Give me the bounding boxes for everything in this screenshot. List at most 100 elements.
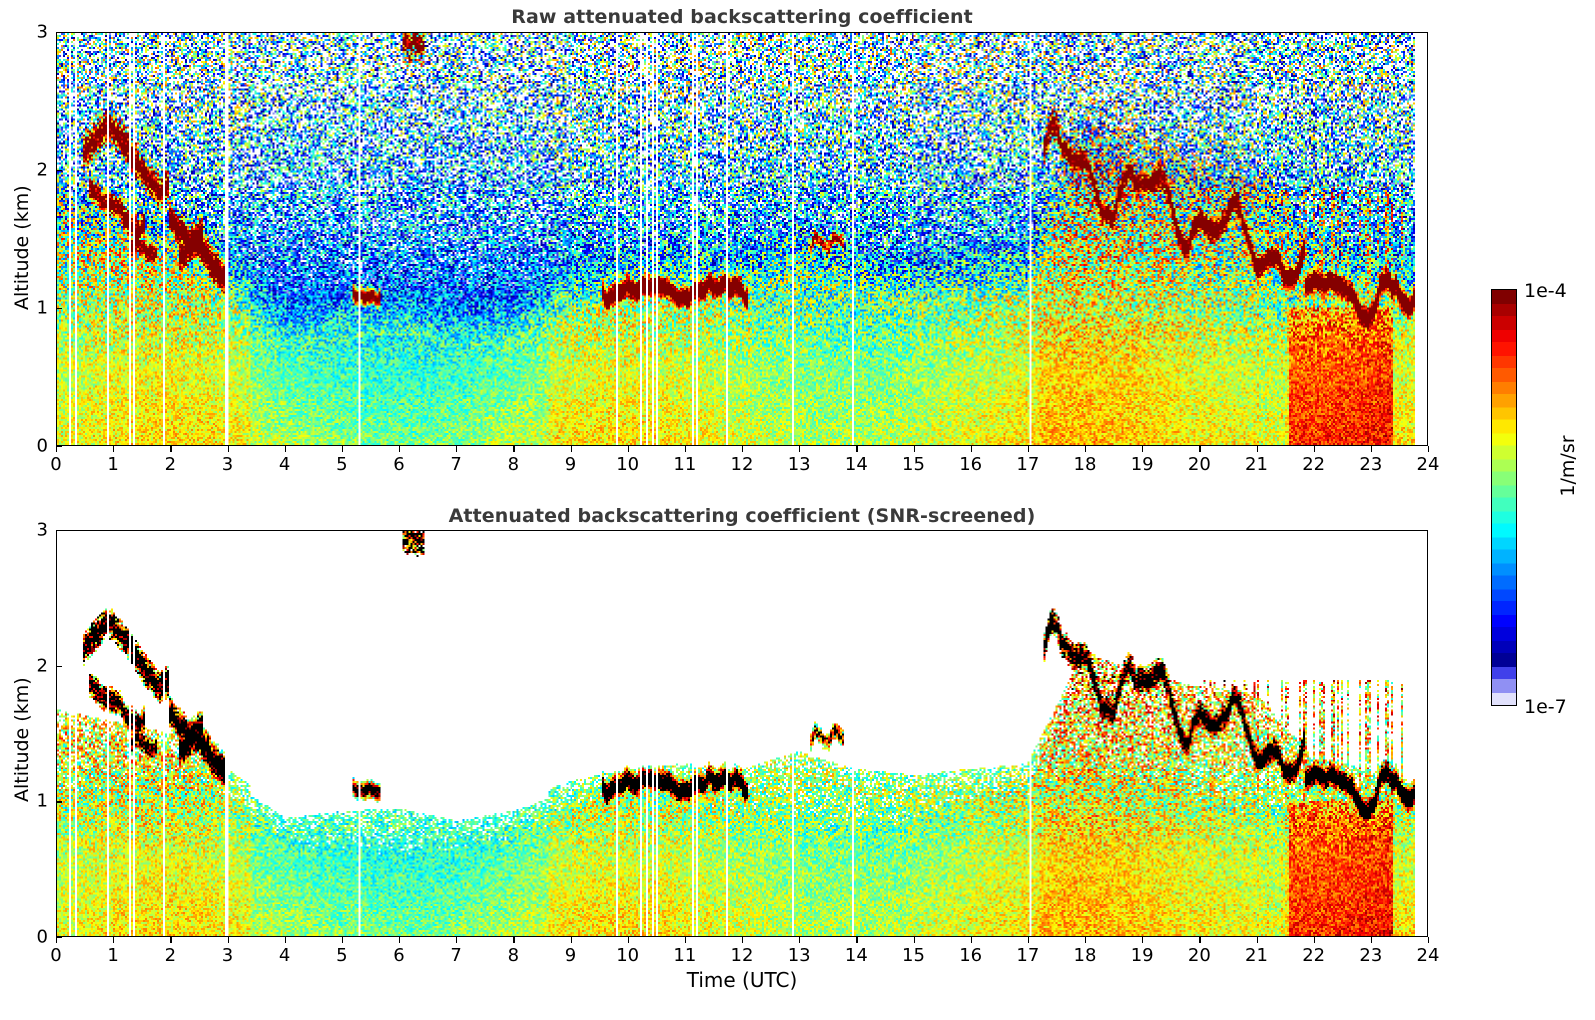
x-tick-label: 0: [50, 454, 62, 475]
plot-area-raw[interactable]: [56, 32, 1428, 446]
x-tick: [513, 446, 515, 452]
x-tick: [1085, 446, 1087, 452]
y-axis-label-screened: Altitude (km): [11, 677, 33, 802]
x-tick: [113, 446, 115, 452]
x-tick: [170, 937, 172, 943]
x-tick: [913, 446, 915, 452]
x-tick-label: 19: [1130, 454, 1154, 475]
x-tick-label: 0: [50, 945, 62, 966]
y-tick: [56, 937, 62, 939]
x-tick-label: 14: [844, 454, 868, 475]
panel-title-raw: Raw attenuated backscattering coefficien…: [511, 6, 973, 28]
x-tick: [1313, 446, 1315, 452]
x-tick-label: 7: [450, 945, 462, 966]
x-tick: [913, 937, 915, 943]
x-tick: [113, 937, 115, 943]
x-tick: [1256, 937, 1258, 943]
x-tick: [1428, 937, 1430, 943]
x-tick: [684, 446, 687, 452]
x-tick: [456, 446, 458, 452]
y-tick: [56, 169, 62, 172]
x-tick: [56, 937, 58, 943]
x-tick: [856, 937, 858, 943]
y-tick-label: 2: [36, 655, 48, 677]
x-tick-label: 3: [221, 454, 234, 475]
x-tick: [227, 446, 229, 452]
x-tick-label: 5: [336, 454, 348, 475]
x-tick: [1199, 446, 1201, 452]
x-tick-label: 18: [1073, 454, 1097, 475]
x-tick-label: 16: [959, 945, 983, 966]
x-tick-label: 21: [1245, 945, 1268, 966]
x-tick: [341, 937, 344, 943]
x-tick: [1370, 937, 1373, 943]
x-tick-label: 21: [1245, 454, 1268, 475]
x-tick-label: 2: [164, 945, 177, 966]
x-tick: [1027, 937, 1030, 943]
x-tick-label: 14: [844, 945, 868, 966]
colorbar[interactable]: [1491, 289, 1517, 706]
y-tick: [56, 307, 62, 310]
x-tick-label: 6: [393, 945, 405, 966]
x-tick: [1370, 446, 1373, 452]
y-tick-label: 1: [36, 790, 48, 812]
x-tick: [1256, 446, 1258, 452]
colorbar-max-label: 1e-4: [1524, 280, 1567, 302]
x-tick: [513, 937, 515, 943]
x-tick-label: 17: [1016, 454, 1040, 475]
x-tick-label: 6: [393, 454, 405, 475]
y-tick-label: 3: [36, 21, 48, 43]
x-tick: [1313, 937, 1315, 943]
colorbar-min-label: 1e-7: [1524, 696, 1567, 718]
x-tick-label: 8: [507, 454, 520, 475]
x-tick-label: 4: [278, 945, 291, 966]
x-tick: [170, 446, 172, 452]
x-tick: [399, 937, 401, 943]
x-tick-label: 11: [673, 945, 697, 966]
x-tick-label: 10: [616, 945, 640, 966]
y-tick: [56, 801, 62, 803]
x-tick: [1142, 937, 1144, 943]
x-tick: [799, 937, 801, 943]
x-tick: [970, 937, 972, 943]
x-tick: [856, 446, 858, 452]
x-tick: [570, 937, 572, 943]
x-tick-label: 1: [107, 945, 119, 966]
x-tick: [799, 446, 801, 452]
x-tick: [399, 446, 401, 452]
x-tick: [570, 446, 572, 452]
heatmap-raw: [57, 33, 1427, 445]
x-tick: [284, 937, 286, 943]
x-tick-label: 17: [1016, 945, 1040, 966]
x-tick-label: 4: [278, 454, 291, 475]
x-tick-label: 13: [787, 945, 811, 966]
colorbar-unit-label: 1/m/sr: [1557, 435, 1579, 497]
x-tick-label: 18: [1073, 945, 1097, 966]
x-tick-label: 7: [450, 454, 462, 475]
x-tick-label: 1: [107, 454, 119, 475]
panel-title-screened: Attenuated backscattering coefficient (S…: [448, 505, 1036, 527]
x-tick: [1027, 446, 1030, 452]
y-tick-label: 1: [36, 297, 48, 319]
y-tick-label: 3: [36, 519, 48, 541]
x-tick-label: 12: [730, 454, 754, 475]
plot-area-screened[interactable]: [56, 530, 1428, 937]
x-tick-label: 15: [902, 454, 925, 475]
x-tick-label: 19: [1130, 945, 1154, 966]
x-tick: [1085, 937, 1087, 943]
x-tick-label: 22: [1302, 454, 1326, 475]
x-tick-label: 11: [673, 454, 697, 475]
x-tick-label: 9: [564, 454, 577, 475]
x-tick-label: 12: [730, 945, 754, 966]
x-tick-label: 5: [336, 945, 348, 966]
colorbar-gradient: [1491, 289, 1517, 706]
x-tick: [627, 446, 629, 452]
x-tick-label: 9: [564, 945, 577, 966]
x-tick: [284, 446, 286, 452]
x-tick-label: 15: [902, 945, 925, 966]
y-tick: [56, 530, 62, 532]
x-tick: [742, 446, 744, 452]
y-tick: [56, 32, 62, 34]
x-tick: [456, 937, 458, 943]
heatmap-screened: [57, 531, 1427, 936]
